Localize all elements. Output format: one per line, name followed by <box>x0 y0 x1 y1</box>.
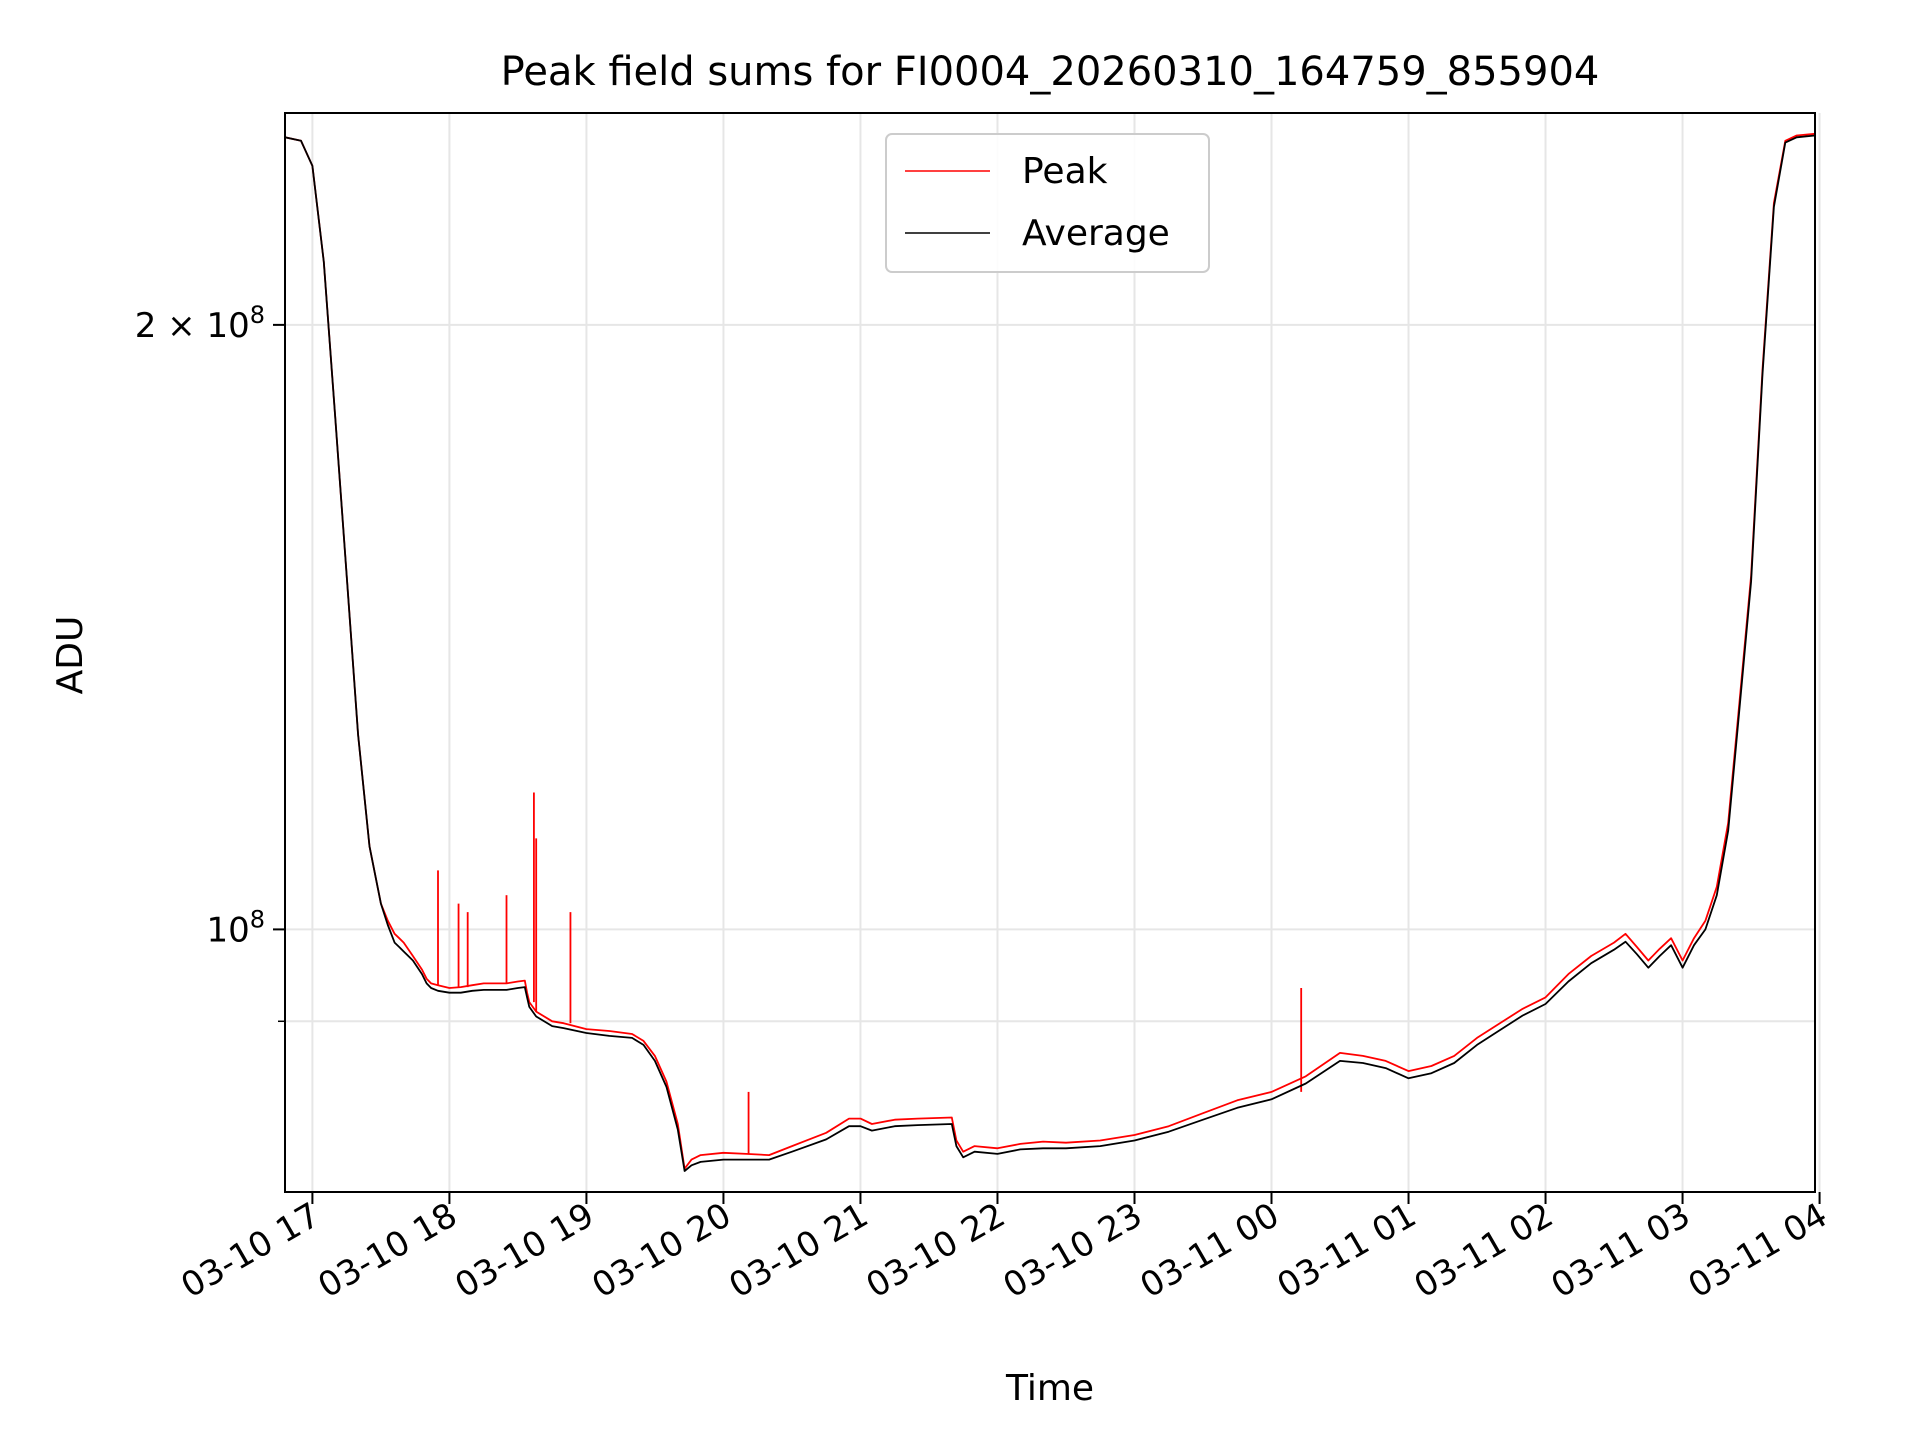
y-tick-label: 2 × 108 <box>135 301 265 346</box>
chart-title: Peak field sums for FI0004_20260310_1647… <box>501 49 1600 95</box>
series-line-average <box>285 134 1815 1172</box>
y-tick-label: 108 <box>206 905 265 950</box>
legend: Peak Average <box>885 133 1210 273</box>
plot-frame <box>284 112 1816 1193</box>
grid <box>285 113 1821 1192</box>
series-layer <box>285 132 1815 1172</box>
y-tick-label-exponent: 8 <box>250 905 265 933</box>
legend-average-label: Average <box>1022 213 1170 254</box>
y-tick-label-base: 10 <box>206 910 249 950</box>
x-axis-label: Time <box>1005 1368 1094 1409</box>
y-tick-label-base: 2 × 10 <box>135 306 250 346</box>
y-axis-label: ADU <box>50 616 91 695</box>
legend-box <box>885 133 1210 273</box>
legend-peak-label: Peak <box>1022 151 1108 192</box>
y-tick-label-exponent: 8 <box>250 301 265 329</box>
series-line-peak <box>285 132 1815 1170</box>
